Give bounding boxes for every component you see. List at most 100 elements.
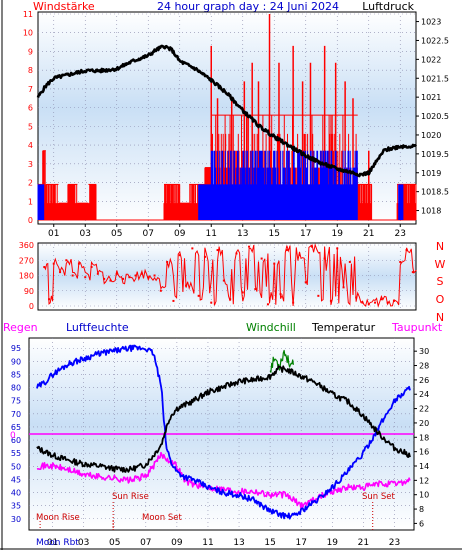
sun-rise-label: Sun Rise: [112, 492, 149, 502]
temperature-y-tick-label: 18: [419, 433, 429, 442]
x-tick-label: 03: [80, 229, 91, 239]
wind-y-tick-label: 4: [28, 141, 33, 150]
wind-direction-point: [191, 247, 194, 250]
wind-direction-point: [355, 296, 358, 299]
wind-y-tick-label: 5: [28, 122, 33, 131]
wind-direction-point: [248, 245, 251, 248]
time-tick-label: 07: [140, 538, 151, 548]
wind-direction-point: [166, 260, 169, 263]
wind-direction-point: [266, 303, 269, 306]
wind-direction-point: [317, 294, 320, 297]
header-left-label: Windstärke: [33, 0, 95, 13]
time-tick-label: 05: [109, 538, 120, 548]
wind-y-tick-label: 0: [28, 216, 33, 225]
pressure-y-tick-label: 1020: [421, 131, 441, 140]
wind-direction-point: [203, 255, 206, 258]
temperature-line: [36, 365, 411, 473]
wind-direction-point: [140, 272, 143, 275]
wind-direction-point: [254, 288, 257, 291]
x-tick-label: 19: [332, 229, 344, 239]
humidity-y-tick-label: 50: [11, 462, 21, 471]
pressure-y-tick-label: 1021.5: [421, 74, 449, 83]
wind-direction-point: [260, 257, 263, 260]
pressure-y-tick-label: 1022.5: [421, 36, 449, 45]
wind-direction-point: [84, 276, 87, 279]
wind-direction-point: [285, 249, 288, 252]
pressure-y-tick-label: 1022: [421, 55, 441, 64]
wind-direction-point: [323, 257, 326, 260]
humidity-y-tick-label: 40: [11, 489, 21, 498]
wind-direction-point: [241, 291, 244, 294]
time-tick-label: 13: [233, 538, 244, 548]
wind-direction-point: [361, 301, 364, 304]
wind-direction-point: [43, 266, 46, 269]
wind-y-tick-label: 11: [23, 10, 33, 19]
wind-direction-point: [235, 252, 238, 255]
wind-direction-point: [273, 262, 276, 265]
time-tick-label: 23: [389, 538, 400, 548]
header-title: 24 hour graph day : 24 Juni 2024: [157, 0, 339, 13]
wind-direction-point: [386, 301, 389, 304]
time-tick-label: 21: [358, 538, 369, 548]
humidity-line: [36, 344, 411, 520]
direction-y-tick-label: 0: [29, 302, 34, 311]
temperature-y-tick-label: 12: [419, 476, 429, 485]
compass-label: N: [436, 311, 444, 324]
wind-direction-point: [311, 245, 314, 248]
humidity-y-tick-label: 45: [11, 475, 21, 484]
temperature-y-tick-label: 28: [419, 362, 429, 371]
humidity-y-tick-label: 65: [11, 423, 21, 432]
temperature-y-tick-label: 14: [419, 462, 429, 471]
temperature-y-tick-label: 6: [419, 519, 424, 528]
x-tick-label: 21: [363, 229, 374, 239]
dewpoint-line: [36, 451, 411, 510]
wind-y-tick-label: 10: [23, 29, 33, 38]
wind-direction-point: [222, 279, 225, 282]
windchill-label: Windchill: [246, 321, 296, 334]
wind-direction-point: [298, 254, 301, 257]
pressure-y-tick-label: 1021: [421, 93, 441, 102]
moon-rbt-label: Moon Rbt: [36, 538, 79, 548]
wind-y-tick-label: 1: [28, 197, 33, 206]
wind-y-tick-label: 6: [28, 104, 33, 113]
humidity-y-tick-label: 70: [11, 410, 21, 419]
time-tick-label: 09: [171, 538, 183, 548]
wind-pressure-chart: 01 03 05 07 09 11 13 15 17 19 21 230123456789101110…: [23, 10, 449, 239]
time-tick-label: 11: [202, 538, 213, 548]
humidity-y-tick-label: 80: [11, 384, 21, 393]
humidity-y-tick-label: 55: [11, 449, 21, 458]
x-tick-label: 01: [48, 229, 59, 239]
pressure-y-tick-label: 1020.5: [421, 112, 449, 121]
wind-y-tick-label: 3: [28, 160, 33, 169]
wind-direction-point: [153, 274, 156, 277]
rain-zero-label: 0: [10, 431, 16, 441]
time-tick-label: 01: [47, 538, 58, 548]
wind-direction-point: [96, 272, 99, 275]
wind-direction-point: [348, 260, 351, 263]
time-tick-label: 19: [327, 538, 339, 548]
wind-direction-point: [380, 298, 383, 301]
wind-direction-point: [77, 262, 80, 265]
wind-direction-point: [367, 303, 370, 306]
wind-direction-point: [411, 271, 414, 274]
temperature-y-tick-label: 24: [419, 390, 429, 399]
x-tick-label: 05: [111, 229, 122, 239]
wind-direction-point: [172, 299, 175, 302]
wind-direction-point: [90, 266, 93, 269]
x-tick-label: 07: [143, 229, 154, 239]
temperature-y-tick-label: 22: [419, 405, 429, 414]
compass-label: W: [435, 258, 446, 271]
direction-y-tick-label: 270: [19, 256, 34, 265]
pressure-y-tick-label: 1018: [421, 207, 441, 216]
pressure-y-tick-label: 1019.5: [421, 150, 449, 159]
wind-direction-point: [65, 259, 68, 262]
temperature-y-tick-label: 30: [419, 347, 429, 356]
humidity-y-tick-label: 75: [11, 397, 21, 406]
temperature-y-tick-label: 26: [419, 376, 429, 385]
rain-label: Regen: [3, 321, 38, 334]
time-tick-label: 03: [78, 538, 89, 548]
wind-direction-point: [109, 279, 112, 282]
wind-y-tick-label: 7: [28, 85, 33, 94]
wind-y-tick-label: 9: [28, 47, 33, 56]
wind-direction-point: [342, 286, 345, 289]
